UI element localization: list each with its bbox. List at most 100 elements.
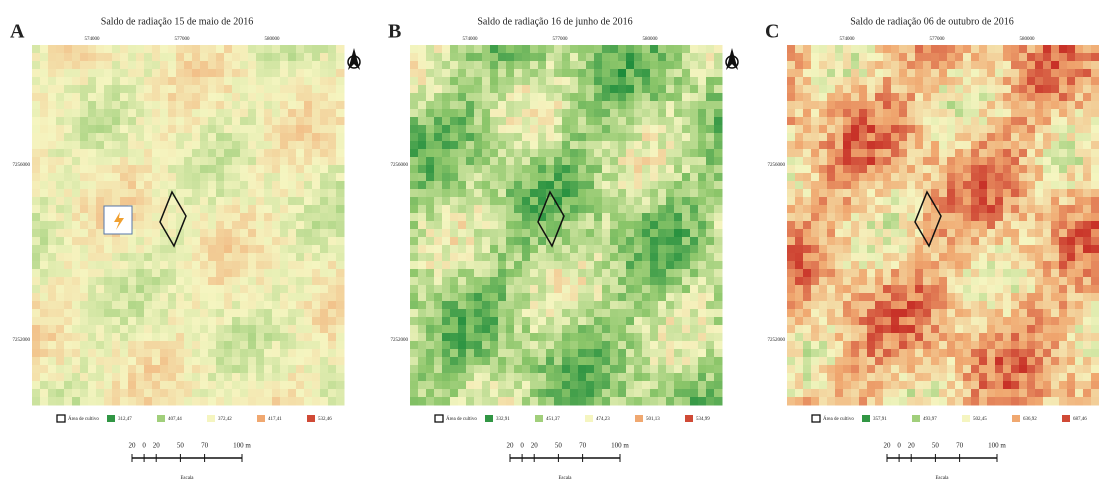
raster-cell: [80, 381, 89, 390]
raster-cell: [450, 269, 459, 278]
raster-cell: [610, 349, 619, 358]
raster-cell: [530, 77, 539, 86]
raster-cell: [48, 397, 57, 406]
raster-cell: [1027, 325, 1036, 334]
raster-cell: [256, 277, 265, 286]
raster-cell: [787, 61, 796, 70]
raster-cell: [208, 205, 217, 214]
raster-cell: [336, 173, 345, 182]
raster-cell: [514, 357, 523, 366]
raster-cell: [296, 149, 305, 158]
raster-cell: [787, 245, 796, 254]
raster-cell: [418, 197, 427, 206]
raster-cell: [192, 93, 201, 102]
raster-cell: [80, 101, 89, 110]
raster-cell: [1027, 317, 1036, 326]
raster-cell: [682, 93, 691, 102]
raster-cell: [819, 93, 828, 102]
raster-cell: [248, 301, 257, 310]
raster-cell: [120, 173, 129, 182]
raster-cell: [232, 365, 241, 374]
raster-cell: [602, 253, 611, 262]
raster-cell: [498, 349, 507, 358]
raster-cell: [714, 61, 723, 70]
raster-cell: [304, 61, 313, 70]
raster-cell: [899, 221, 908, 230]
raster-cell: [674, 77, 683, 86]
raster-cell: [530, 237, 539, 246]
raster-cell: [442, 245, 451, 254]
raster-cell: [690, 213, 699, 222]
raster-cell: [827, 157, 836, 166]
raster-cell: [312, 69, 321, 78]
raster-cell: [240, 93, 249, 102]
raster-cell: [1035, 93, 1044, 102]
raster-cell: [851, 293, 860, 302]
raster-cell: [474, 277, 483, 286]
raster-cell: [128, 341, 137, 350]
raster-cell: [200, 261, 209, 270]
raster-cell: [578, 221, 587, 230]
raster-cell: [232, 373, 241, 382]
raster-cell: [144, 61, 153, 70]
raster-cell: [514, 85, 523, 94]
raster-cell: [48, 109, 57, 118]
raster-cell: [272, 221, 281, 230]
raster-cell: [602, 173, 611, 182]
raster-cell: [827, 221, 836, 230]
raster-cell: [610, 325, 619, 334]
raster-cell: [328, 389, 337, 398]
raster-cell: [795, 157, 804, 166]
raster-cell: [931, 213, 940, 222]
raster-cell: [843, 61, 852, 70]
raster-cell: [426, 381, 435, 390]
raster-cell: [474, 317, 483, 326]
raster-cell: [650, 357, 659, 366]
raster-cell: [410, 357, 419, 366]
raster-cell: [642, 357, 651, 366]
raster-cell: [48, 301, 57, 310]
raster-cell: [811, 277, 820, 286]
raster-cell: [634, 125, 643, 134]
raster-cell: [208, 349, 217, 358]
raster-cell: [176, 45, 185, 54]
raster-cell: [442, 205, 451, 214]
raster-cell: [883, 181, 892, 190]
raster-cell: [96, 325, 105, 334]
raster-cell: [626, 141, 635, 150]
raster-cell: [466, 61, 475, 70]
raster-cell: [939, 173, 948, 182]
raster-cell: [40, 349, 49, 358]
raster-cell: [200, 141, 209, 150]
raster-cell: [875, 45, 884, 54]
raster-cell: [658, 213, 667, 222]
raster-cell: [56, 293, 65, 302]
raster-cell: [184, 341, 193, 350]
raster-cell: [931, 301, 940, 310]
raster-cell: [530, 205, 539, 214]
raster-cell: [891, 117, 900, 126]
raster-cell: [1011, 261, 1020, 270]
raster-cell: [987, 133, 996, 142]
raster-cell: [1059, 325, 1068, 334]
raster-cell: [578, 301, 587, 310]
raster-cell: [80, 93, 89, 102]
raster-cell: [907, 69, 916, 78]
raster-cell: [280, 397, 289, 406]
raster-cell: [634, 237, 643, 246]
raster-cell: [240, 125, 249, 134]
raster-cell: [224, 293, 233, 302]
raster-cell: [40, 189, 49, 198]
raster-cell: [320, 293, 329, 302]
raster-cell: [128, 357, 137, 366]
raster-cell: [64, 237, 73, 246]
raster-cell: [538, 189, 547, 198]
raster-cell: [112, 61, 121, 70]
raster-cell: [272, 301, 281, 310]
raster-cell: [827, 237, 836, 246]
scale-label: 20: [531, 442, 539, 450]
raster-cell: [152, 261, 161, 270]
raster-cell: [827, 69, 836, 78]
raster-cell: [200, 125, 209, 134]
raster-cell: [514, 181, 523, 190]
